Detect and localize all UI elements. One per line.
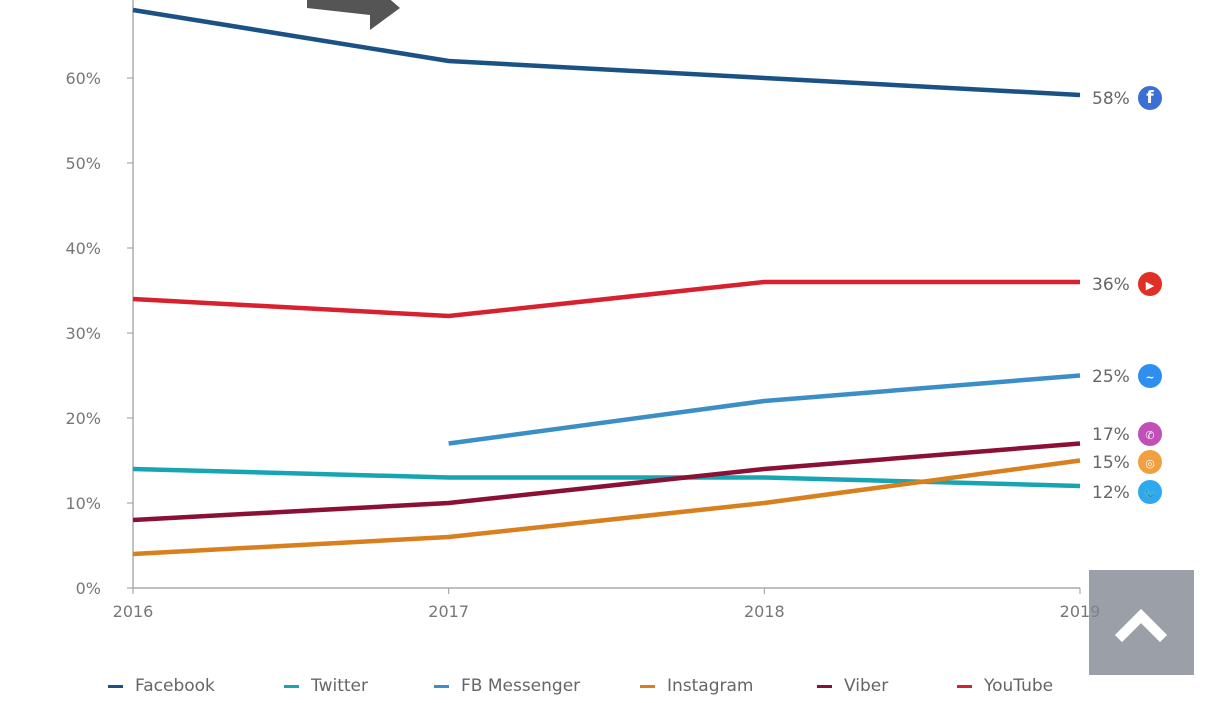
- facebook-icon-circle: [1138, 86, 1162, 110]
- legend-label: YouTube: [984, 676, 1054, 696]
- viber-icon-circle: [1138, 422, 1162, 446]
- legend-item: Viber: [817, 676, 888, 696]
- legend-label: Viber: [844, 676, 889, 696]
- y-tick-label: 0%: [76, 579, 101, 598]
- y-tick-label: 40%: [65, 239, 101, 258]
- y-tick-label: 70%: [65, 0, 101, 3]
- instagram-icon: ◎: [1138, 450, 1162, 474]
- end-value-label: 25%: [1092, 367, 1130, 387]
- legend-label: Facebook: [135, 676, 215, 696]
- messenger-icon: ~: [1138, 364, 1162, 388]
- scroll-to-top-button[interactable]: [1089, 570, 1194, 675]
- series-line-facebook: [132, 7, 1081, 98]
- y-tick-label: 30%: [65, 324, 101, 343]
- legend-swatch: [640, 684, 655, 688]
- viber-icon-glyph: ✆: [1145, 429, 1154, 442]
- series-line-fb-messenger: [448, 373, 1081, 446]
- series-line-instagram: [132, 458, 1081, 557]
- youtube-icon-circle: [1138, 272, 1162, 296]
- twitter-icon: 🐦: [1138, 480, 1162, 504]
- legend-swatch: [817, 684, 832, 688]
- end-value-label: 17%: [1092, 425, 1130, 445]
- legend-item: FB Messenger: [434, 676, 580, 696]
- messenger-icon-glyph: ~: [1145, 371, 1154, 384]
- legend-label: Twitter: [311, 676, 368, 696]
- legend-swatch: [957, 684, 972, 688]
- end-value-label: 15%: [1092, 453, 1130, 473]
- end-value-label: 12%: [1092, 483, 1130, 503]
- legend-swatch: [284, 684, 299, 688]
- youtube-icon: ▶: [1138, 272, 1162, 296]
- y-tick-label: 20%: [65, 409, 101, 428]
- legend-swatch: [108, 684, 123, 688]
- facebook-icon: f: [1138, 86, 1162, 110]
- instagram-icon-circle: [1138, 450, 1162, 474]
- legend-label: FB Messenger: [461, 676, 581, 696]
- instagram-icon-glyph: ◎: [1145, 457, 1155, 470]
- twitter-icon-circle: [1138, 480, 1162, 504]
- viber-icon: ✆: [1138, 422, 1162, 446]
- x-tick-label: 2016: [113, 602, 154, 621]
- series-line-viber: [132, 441, 1081, 523]
- legend: Facebook Twitter FB Messenger Instagram Vibe…: [108, 676, 1088, 700]
- legend-swatch: [434, 684, 449, 688]
- legend-item: YouTube: [957, 676, 1053, 696]
- end-value-label: 58%: [1092, 89, 1130, 109]
- x-tick-label: 2017: [428, 602, 469, 621]
- messenger-icon-circle: [1138, 364, 1162, 388]
- y-tick-label: 10%: [65, 494, 101, 513]
- end-value-label: 36%: [1092, 275, 1130, 295]
- youtube-icon-glyph: ▶: [1146, 279, 1155, 292]
- series-line-youtube: [132, 279, 1080, 319]
- legend-label: Instagram: [667, 676, 754, 696]
- chevron-up-icon: [1114, 608, 1168, 643]
- twitter-icon-glyph: 🐦: [1143, 487, 1157, 500]
- y-tick-label: 60%: [65, 69, 101, 88]
- legend-item: Instagram: [640, 676, 754, 696]
- y-tick-label: 50%: [65, 154, 101, 173]
- x-tick-label: 2018: [744, 602, 785, 621]
- facebook-icon-glyph: f: [1146, 88, 1154, 108]
- legend-item: Facebook: [108, 676, 215, 696]
- legend-item: Twitter: [284, 676, 368, 696]
- arrow-graphic: [307, 0, 400, 30]
